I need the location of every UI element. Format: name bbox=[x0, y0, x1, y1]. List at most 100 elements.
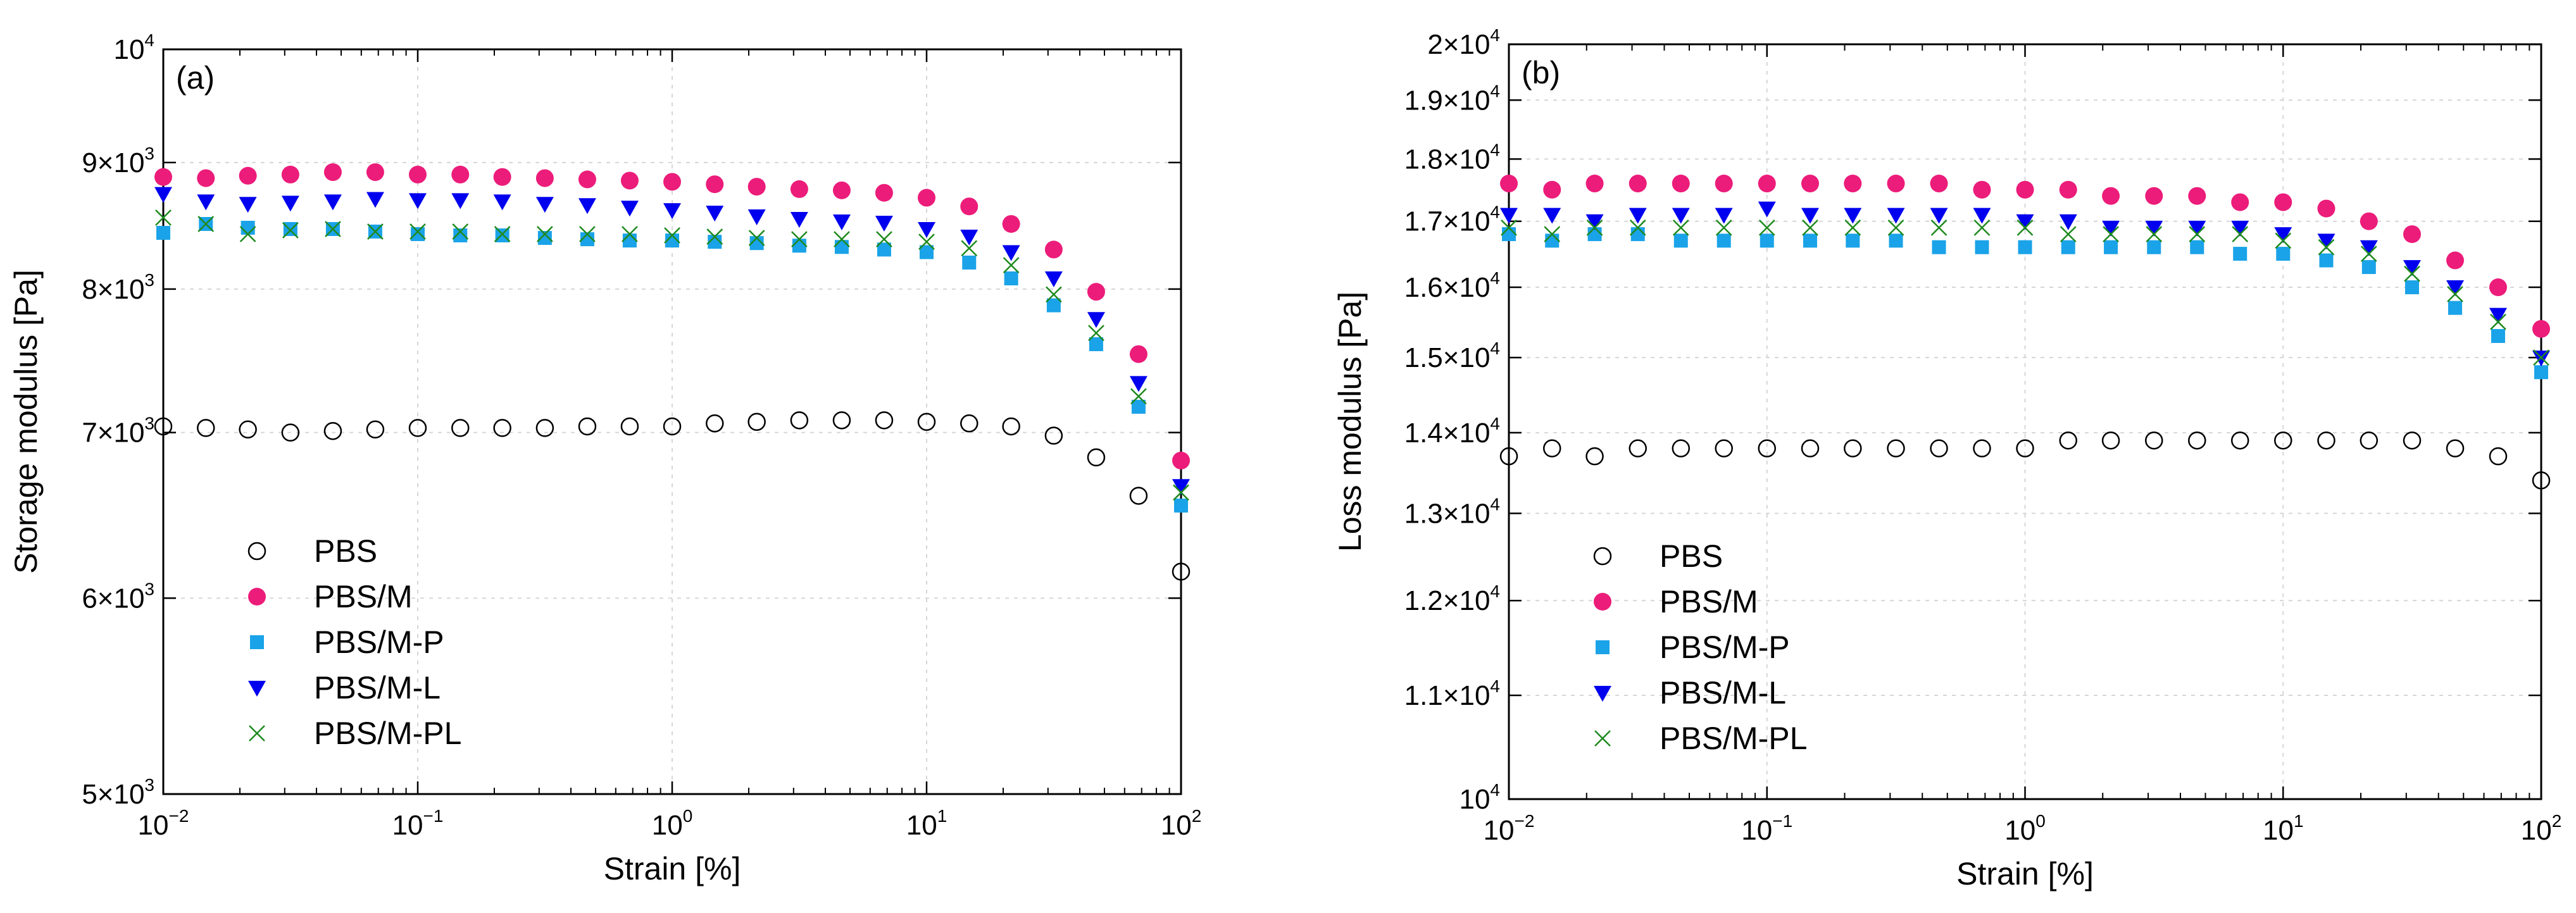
panel-label: (a) bbox=[176, 60, 215, 96]
legend-marker bbox=[249, 725, 265, 742]
data-point bbox=[281, 423, 300, 442]
data-point bbox=[1130, 388, 1147, 405]
data-point bbox=[1585, 214, 1604, 230]
data-point bbox=[2059, 214, 2077, 230]
x-tick-label: 10−2 bbox=[1484, 811, 1535, 846]
data-point bbox=[1500, 175, 1518, 193]
data-point bbox=[2102, 220, 2120, 237]
data-point bbox=[792, 239, 806, 253]
data-point bbox=[918, 233, 935, 251]
data-point bbox=[323, 421, 342, 440]
data-point bbox=[1046, 298, 1061, 313]
y-tick-label: 1.7×104 bbox=[1404, 202, 1500, 237]
data-point bbox=[1044, 271, 1063, 288]
data-point bbox=[1672, 208, 1690, 224]
x-axis-title: Strain [%] bbox=[1956, 856, 2094, 891]
data-point bbox=[154, 187, 172, 203]
data-point bbox=[663, 173, 681, 191]
data-point bbox=[1716, 233, 1731, 248]
data-point bbox=[2101, 431, 2120, 450]
data-point bbox=[2188, 431, 2206, 450]
data-point bbox=[2276, 247, 2291, 261]
data-point bbox=[1543, 208, 1561, 224]
data-point bbox=[2360, 431, 2379, 450]
data-point bbox=[663, 417, 682, 436]
legend-marker bbox=[1594, 686, 1611, 702]
data-point bbox=[410, 223, 426, 240]
data-point bbox=[408, 419, 427, 437]
data-point bbox=[1087, 448, 1106, 467]
data-point bbox=[535, 197, 554, 213]
x-tick-label: 10−2 bbox=[138, 806, 189, 841]
data-point bbox=[1758, 219, 1775, 236]
y-tick-label: 9×103 bbox=[82, 144, 154, 178]
y-tick-label: 1.6×104 bbox=[1404, 268, 1500, 303]
y-tick-label: 1.9×104 bbox=[1404, 81, 1500, 116]
data-point bbox=[1129, 376, 1147, 392]
data-point bbox=[708, 235, 722, 249]
data-point bbox=[663, 203, 681, 220]
data-point bbox=[832, 181, 851, 199]
data-point bbox=[1002, 214, 1020, 233]
data-point bbox=[1672, 219, 1689, 236]
data-point bbox=[579, 226, 596, 242]
data-point bbox=[834, 231, 850, 247]
data-point bbox=[2403, 260, 2421, 276]
data-point bbox=[834, 240, 849, 254]
data-point bbox=[1586, 219, 1603, 236]
data-point bbox=[1087, 312, 1105, 328]
y-tick-label: 1.5×104 bbox=[1404, 338, 1500, 373]
data-point bbox=[2446, 280, 2465, 297]
data-point bbox=[451, 419, 470, 437]
y-tick-label: 7×103 bbox=[82, 414, 154, 449]
data-point bbox=[1500, 208, 1518, 224]
y-tick-label: 1.8×104 bbox=[1404, 140, 1500, 175]
data-point bbox=[1044, 426, 1063, 445]
data-point bbox=[876, 231, 892, 247]
data-point bbox=[578, 170, 596, 189]
data-point bbox=[239, 226, 256, 242]
data-point bbox=[580, 232, 594, 247]
data-point bbox=[1715, 208, 1733, 224]
data-point bbox=[1889, 233, 1903, 248]
data-point bbox=[241, 220, 255, 235]
data-point bbox=[1002, 245, 1020, 261]
data-point bbox=[2231, 193, 2249, 211]
data-point bbox=[747, 413, 766, 432]
legend-label: PBS bbox=[1660, 538, 1723, 574]
y-tick-label: 1.1×104 bbox=[1404, 676, 1500, 711]
legend-label: PBS/M bbox=[1660, 584, 1758, 619]
data-point bbox=[2016, 180, 2034, 199]
data-point bbox=[156, 226, 170, 240]
data-point bbox=[2403, 431, 2422, 450]
series-pbs-m-pl bbox=[155, 209, 1189, 501]
data-point bbox=[2274, 193, 2292, 211]
data-point bbox=[1803, 233, 1817, 248]
data-point bbox=[747, 209, 766, 226]
data-point bbox=[2104, 240, 2118, 254]
data-point bbox=[409, 193, 427, 209]
data-point bbox=[409, 165, 427, 183]
data-point bbox=[2232, 226, 2249, 242]
x-tick-label: 102 bbox=[1161, 806, 1202, 841]
data-point bbox=[832, 214, 851, 230]
data-point bbox=[917, 413, 936, 432]
data-point bbox=[1087, 283, 1105, 301]
data-point bbox=[2188, 220, 2206, 237]
data-point bbox=[1715, 219, 1732, 236]
data-point bbox=[1844, 208, 1862, 224]
data-point bbox=[2448, 301, 2463, 315]
data-point bbox=[493, 419, 511, 437]
data-point bbox=[2491, 329, 2505, 344]
data-point bbox=[323, 194, 342, 211]
data-point bbox=[2447, 285, 2463, 302]
x-tick-label: 100 bbox=[652, 806, 693, 841]
data-point bbox=[535, 169, 554, 187]
series-pbs bbox=[154, 411, 1191, 581]
data-point bbox=[451, 193, 470, 209]
x-tick-label: 10−1 bbox=[1741, 811, 1792, 846]
data-point bbox=[1973, 180, 1991, 199]
data-point bbox=[875, 183, 893, 202]
data-point bbox=[961, 240, 978, 257]
data-point bbox=[1973, 439, 1991, 457]
